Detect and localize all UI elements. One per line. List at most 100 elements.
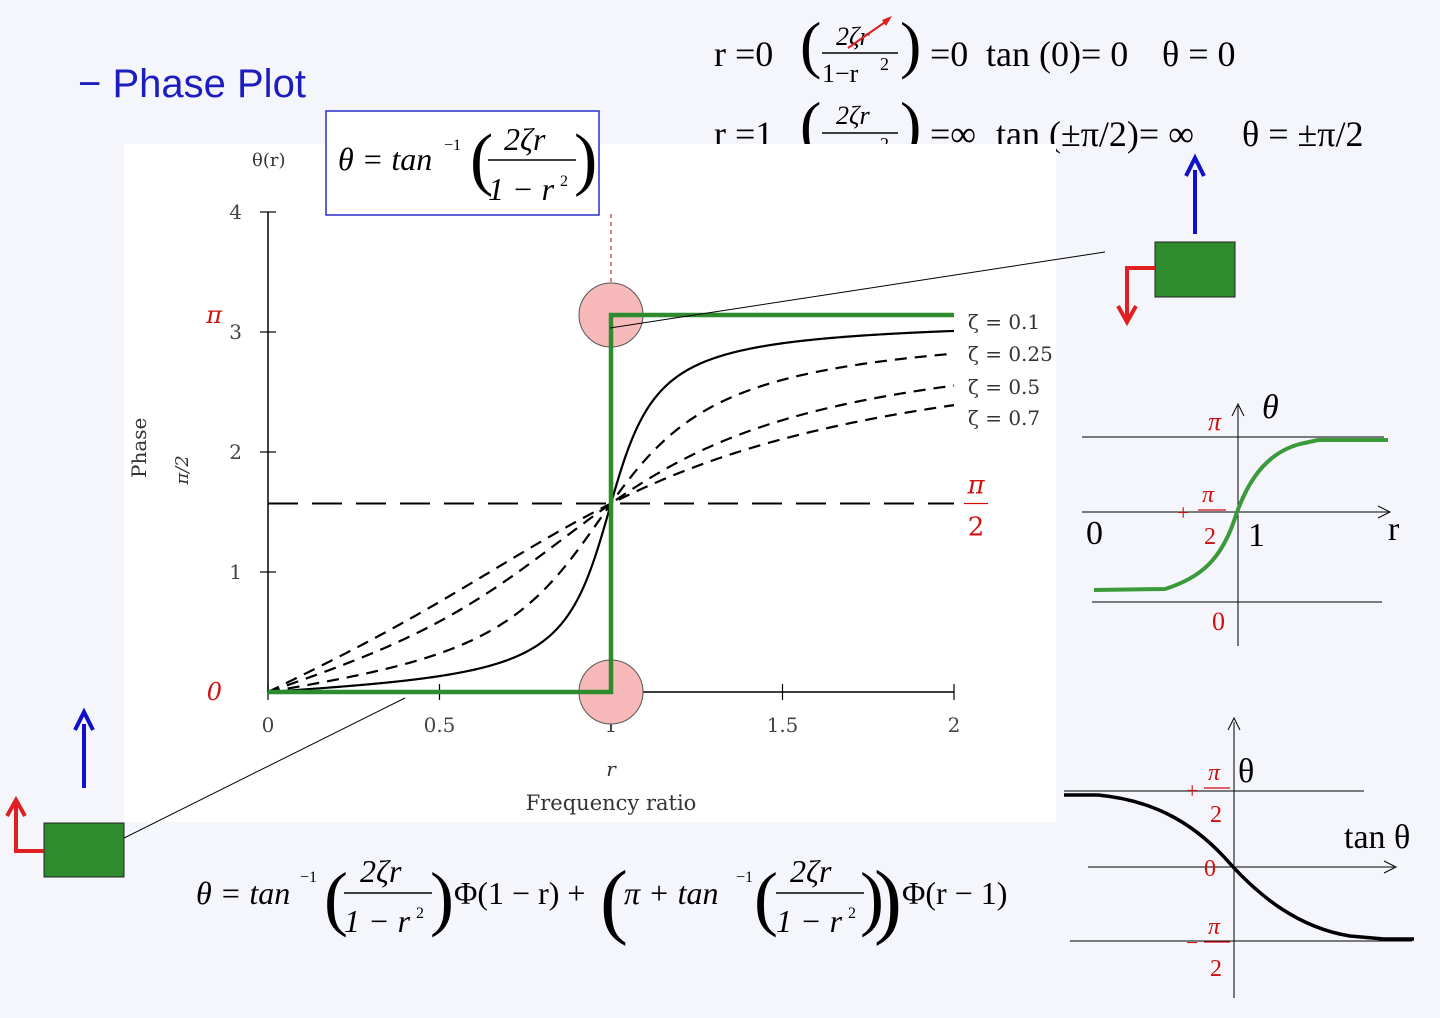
x-tick-label: 0 — [262, 713, 275, 737]
y-axis-label: Phase — [127, 418, 151, 478]
boxed-lhs: θ = tan — [338, 141, 432, 177]
green-block-icon — [1154, 241, 1236, 298]
blue-arrowhead-icon — [73, 707, 95, 731]
bottom-num2: 2ζr — [790, 853, 832, 889]
boxed-paren-right: ) — [574, 121, 597, 198]
x-tick-label: 0.5 — [424, 713, 456, 737]
boxed-den-exp: 2 — [560, 173, 568, 190]
blue-arrowhead-icon — [1184, 153, 1206, 177]
bottom-exp1: −1 — [300, 869, 317, 886]
boxed-formula: θ = tan −1 ( 2ζr 1 − r 2 ) — [325, 110, 600, 216]
inset1-theta-label: θ — [1262, 389, 1279, 426]
boxed-paren-left: ( — [470, 121, 493, 198]
eq1-paren-left: ( — [800, 9, 821, 80]
boxed-exp: −1 — [444, 137, 461, 154]
inset1-frac-den: 2 — [1204, 524, 1216, 550]
boxed-den: 1 − r — [488, 171, 555, 207]
inset2-theta-arrow-icon — [1227, 716, 1241, 731]
inset2-theta-label: θ — [1238, 753, 1254, 790]
leader-line-bottom — [123, 697, 406, 839]
inset2-minus-frac-den: 2 — [1210, 956, 1222, 982]
red-arrowhead-icon — [5, 795, 27, 817]
x-axis-symbol: r — [606, 757, 617, 781]
inset1-plus: + — [1177, 500, 1189, 525]
inset2-tan-label: tan θ — [1344, 819, 1410, 856]
y-tick-label: 1 — [229, 560, 242, 584]
slide-title: − Phase Plot — [78, 62, 306, 106]
green-step-line — [268, 312, 954, 695]
top-right-block-diagram — [609, 153, 1236, 329]
inset1-zero-bottom: 0 — [1212, 607, 1225, 636]
inset1-r-arrow-icon — [1377, 505, 1392, 519]
eq1-den: 1−r — [822, 59, 859, 88]
leader-line-top — [609, 251, 1106, 329]
inset2-plus: + — [1186, 778, 1198, 803]
bottom-paren3-left: ( — [754, 858, 778, 938]
bottom-num1: 2ζr — [360, 853, 402, 889]
y-axis-top-label: θ(r) — [252, 150, 286, 171]
eq1-den-exp: 2 — [880, 54, 889, 74]
y-axis-frac-label: π/2 — [172, 455, 193, 485]
green-block-icon — [43, 822, 125, 878]
eq1-red-arrowhead-icon — [882, 16, 892, 26]
inset-theta-vs-r: θ π + π 2 0 1 r 0 — [1082, 389, 1400, 646]
bottom-den-exp1: 2 — [416, 905, 424, 922]
eq2-paren-right: ) — [900, 89, 921, 160]
pi-half-num: π — [966, 471, 985, 501]
bottom-part1: θ = tan — [196, 875, 290, 911]
bottom-paren2-left: ( — [600, 854, 628, 947]
y-tick-label: 2 — [229, 440, 242, 464]
x-tick-label: 1.5 — [767, 713, 799, 737]
bottom-part2: π + tan — [624, 875, 719, 911]
y-tick-label: 4 — [229, 200, 242, 224]
eq2-num: 2ζr — [836, 101, 871, 130]
inset1-r-label: r — [1388, 511, 1400, 548]
bottom-paren3-right: ) — [860, 858, 884, 938]
bottom-paren1-right: ) — [430, 858, 454, 938]
inset1-green-curve — [1093, 438, 1388, 592]
inset2-zero: 0 — [1204, 856, 1216, 882]
inset2-minus: − — [1186, 930, 1198, 955]
bottom-formula: θ = tan −1 ( 2ζr 1 − r 2 ) Φ(1 − r) + ( … — [196, 853, 1007, 947]
formula-box — [325, 110, 600, 216]
inset2-plus-frac-num: π — [1208, 760, 1221, 786]
legend-label: ζ = 0.25 — [968, 342, 1053, 366]
legend-label: ζ = 0.5 — [968, 375, 1040, 399]
legend-label: ζ = 0.1 — [968, 310, 1040, 334]
bottom-end: Φ(r − 1) — [902, 875, 1007, 911]
bottom-den2: 1 − r — [776, 903, 843, 939]
inset1-zero-left: 0 — [1086, 515, 1103, 552]
y-red-label: 0 — [207, 678, 222, 706]
eq1-theta: θ = 0 — [1162, 34, 1236, 74]
inset2-plus-frac-den: 2 — [1210, 802, 1222, 828]
inset2-black-curve — [1064, 793, 1414, 941]
eq1-rhs: =0 — [930, 34, 968, 74]
x-axis-label: Frequency ratio — [526, 791, 697, 815]
inset1-frac-num: π — [1202, 482, 1215, 508]
red-arrowhead-icon — [1116, 305, 1138, 327]
boxed-num: 2ζr — [504, 121, 546, 157]
inset1-theta-arrow-icon — [1231, 402, 1245, 417]
inset2-minus-frac-num: π — [1208, 914, 1221, 940]
eq2-theta: θ = ±π/2 — [1242, 114, 1363, 154]
eq1-tan: tan (0)= 0 — [986, 34, 1128, 74]
pi-half-den: 2 — [968, 513, 985, 543]
bottom-paren1-left: ( — [324, 858, 348, 938]
eq1-red-arrow-icon — [847, 19, 889, 49]
y-red-label: π — [205, 301, 223, 329]
bottom-den1: 1 − r — [344, 903, 411, 939]
red-corner-arrow-icon — [1125, 266, 1155, 318]
eq1-lhs: r =0 — [714, 34, 773, 74]
bottom-den-exp2: 2 — [848, 905, 856, 922]
eq1-paren-right: ) — [900, 9, 921, 80]
x-tick-label: 2 — [948, 713, 961, 737]
red-corner-arrow-icon — [14, 804, 44, 853]
inset1-pi-label: π — [1208, 407, 1222, 436]
bottom-paren2-right: ) — [874, 854, 902, 947]
bottom-exp2: −1 — [736, 869, 753, 886]
eq2-paren-left: ( — [800, 89, 821, 160]
inset2-tan-arrow-icon — [1383, 860, 1398, 874]
bottom-mid: Φ(1 − r) + — [454, 875, 585, 911]
